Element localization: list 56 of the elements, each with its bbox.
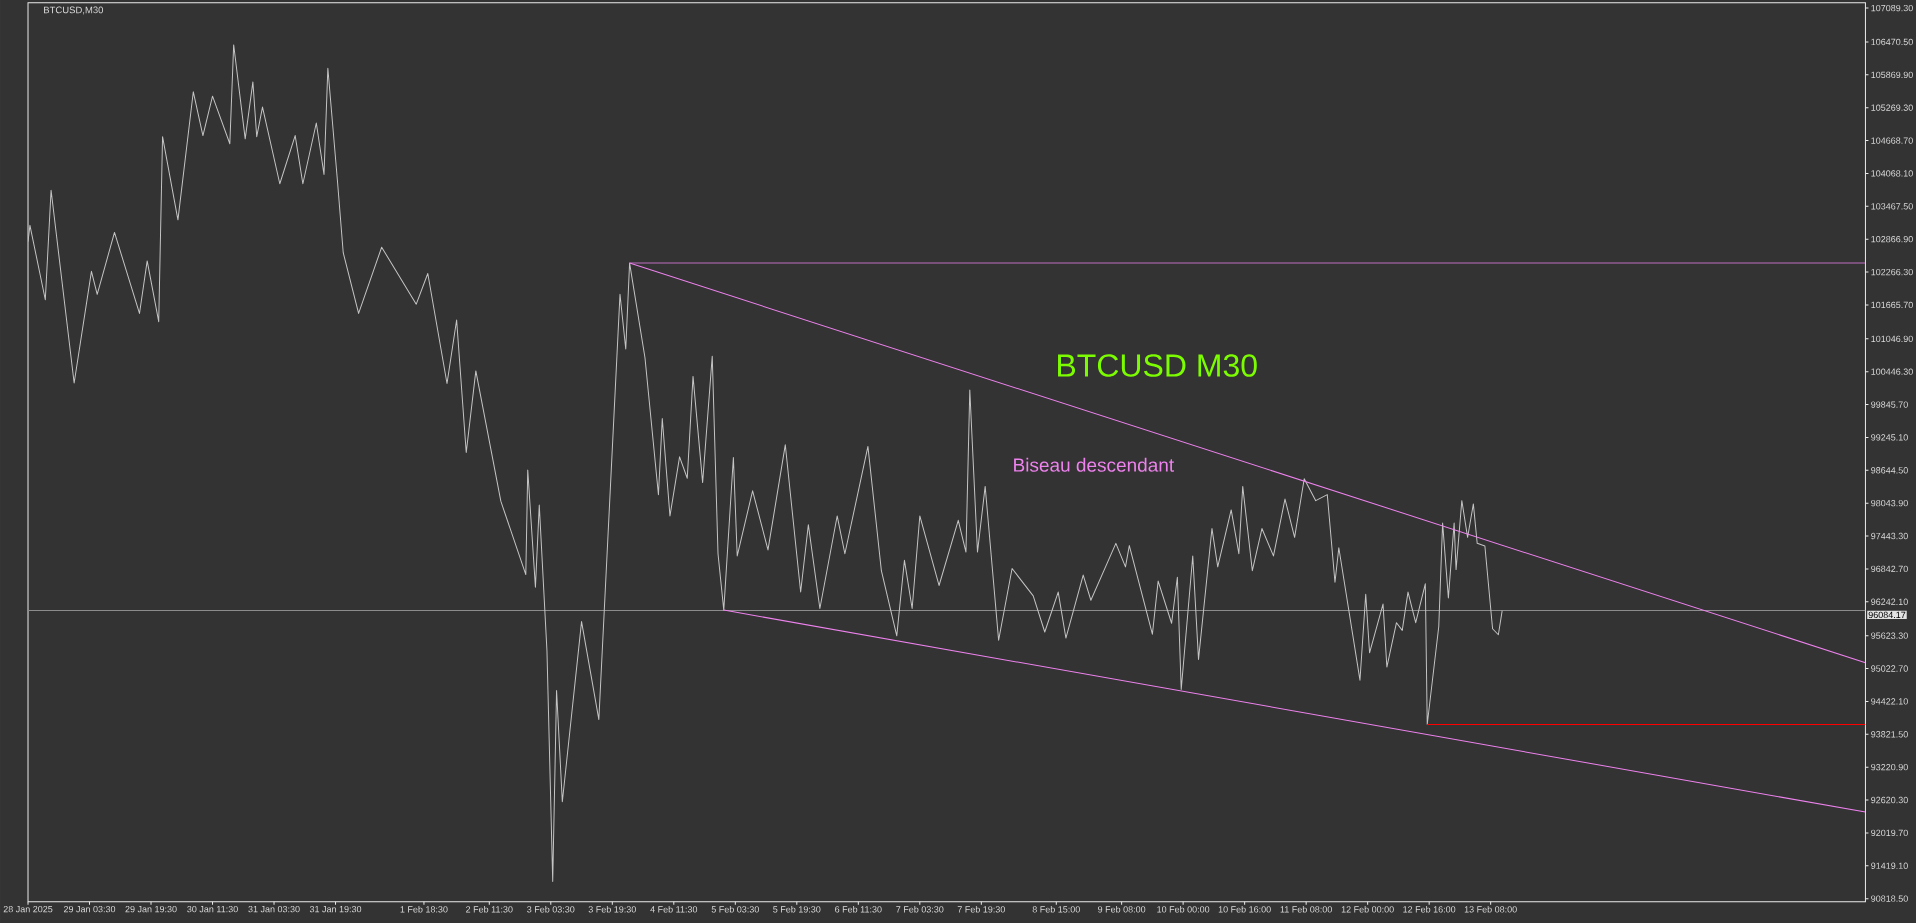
x-tick-label: 1 Feb 18:30: [400, 905, 448, 913]
y-tick-label: 99245.10: [1871, 434, 1908, 441]
y-tick-label: 93821.50: [1871, 731, 1908, 738]
y-tick-label: 102866.90: [1871, 236, 1913, 243]
x-tick-label: 4 Feb 11:30: [650, 905, 698, 913]
y-tick-label: 98644.50: [1871, 467, 1908, 474]
x-tick-label: 10 Feb 16:00: [1218, 905, 1271, 913]
y-tick-label: 92620.30: [1871, 796, 1908, 804]
x-tick-label: 30 Jan 11:30: [187, 905, 238, 913]
y-tick-label: 92019.70: [1871, 829, 1908, 837]
y-tick-label: 107089.30: [1871, 4, 1913, 12]
chart-title: BTCUSD,M30: [44, 6, 104, 15]
y-tick-label: 106470.50: [1871, 38, 1913, 46]
y-tick-label: 93220.90: [1871, 763, 1908, 771]
x-tick-label: 3 Feb 19:30: [588, 905, 636, 913]
x-tick-label: 31 Jan 03:30: [248, 905, 300, 913]
y-tick-label: 103467.50: [1871, 203, 1913, 210]
ref-line-label: 96084.17: [1868, 611, 1906, 619]
y-tick-label: 104668.70: [1871, 137, 1913, 144]
y-tick-label: 101046.90: [1871, 335, 1913, 342]
x-tick-label: 5 Feb 03:30: [711, 905, 759, 913]
x-tick-label: 2 Feb 11:30: [466, 905, 513, 913]
y-tick-label: 104068.10: [1871, 170, 1913, 177]
x-tick-label: 9 Feb 08:00: [1098, 905, 1146, 913]
x-tick-label: 11 Feb 08:00: [1280, 905, 1332, 913]
x-tick-label: 28 Jan 2025: [3, 905, 53, 913]
y-tick-label: 100446.30: [1871, 368, 1913, 375]
y-tick-label: 96242.10: [1871, 598, 1908, 605]
y-tick-label: 101665.70: [1871, 301, 1913, 309]
x-tick-label: 6 Feb 11:30: [835, 905, 882, 913]
annotation: Biseau descendant: [1014, 457, 1174, 472]
y-tick-label: 97443.30: [1871, 532, 1908, 540]
x-tick-label: 29 Jan 19:30: [125, 905, 177, 913]
x-tick-label: 12 Feb 00:00: [1341, 905, 1394, 913]
x-tick-label: 7 Feb 19:30: [957, 905, 1005, 913]
x-tick-label: 7 Feb 03:30: [896, 905, 944, 913]
x-tick-label: 12 Feb 16:00: [1403, 905, 1456, 913]
y-tick-label: 105869.90: [1871, 71, 1913, 78]
y-tick-label: 102266.30: [1871, 268, 1913, 276]
x-tick-label: 5 Feb 19:30: [773, 905, 821, 913]
x-tick-label: 13 Feb 08:00: [1464, 905, 1517, 913]
y-tick-label: 98043.90: [1871, 500, 1908, 507]
x-tick-label: 8 Feb 15:00: [1032, 905, 1080, 913]
y-tick-label: 91419.10: [1871, 862, 1908, 869]
y-tick-label: 94422.10: [1871, 698, 1908, 705]
x-tick-label: 29 Jan 03:30: [63, 905, 116, 913]
y-tick-label: 95022.70: [1871, 665, 1908, 672]
y-tick-label: 95623.30: [1871, 632, 1908, 639]
y-tick-label: 99845.70: [1871, 401, 1908, 408]
y-tick-label: 96842.70: [1871, 565, 1908, 573]
y-tick-label: 105269.30: [1871, 104, 1913, 111]
x-tick-label: 10 Feb 00:00: [1157, 905, 1210, 913]
x-tick-label: 31 Jan 19:30: [309, 905, 362, 913]
y-tick-label: 90818.50: [1871, 895, 1908, 902]
x-tick-label: 3 Feb 03:30: [527, 905, 575, 913]
annotation: BTCUSD M30: [1058, 354, 1257, 377]
